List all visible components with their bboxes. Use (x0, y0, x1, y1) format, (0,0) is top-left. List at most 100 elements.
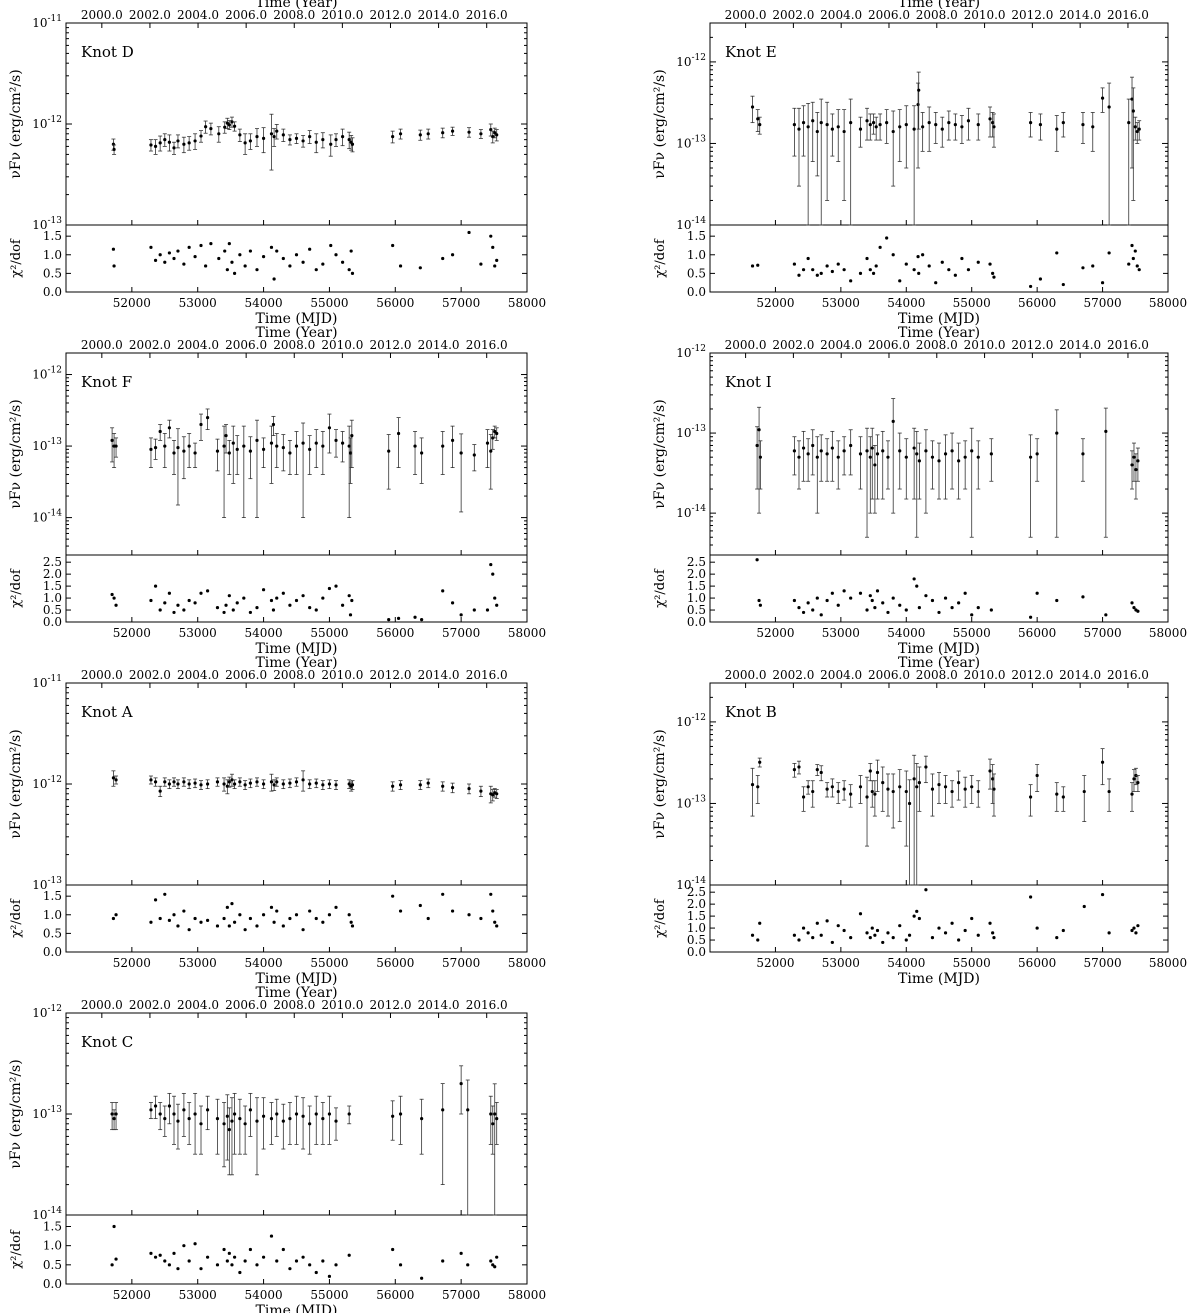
flux-point (1035, 452, 1039, 456)
chi-point (347, 594, 351, 598)
year-tick-label: 2002.0 (129, 338, 171, 352)
chi-point (1100, 281, 1105, 285)
chi-point (870, 926, 874, 930)
flux-point (426, 132, 430, 136)
chi-point (870, 598, 874, 603)
flux-point (227, 451, 231, 455)
chi-point (205, 589, 210, 593)
year-tick-label: 2000.0 (81, 338, 123, 352)
flux-point (849, 443, 853, 448)
flux-point (199, 1122, 203, 1126)
chi-frame (65, 224, 528, 293)
chi-point (248, 610, 252, 615)
x-tick-label: 58000 (1149, 296, 1187, 310)
flux-point (182, 1108, 186, 1112)
chi-point (255, 924, 259, 928)
flux-point (865, 119, 869, 123)
chi-point (327, 586, 332, 591)
top-axis-label: Time (Year) (898, 325, 980, 341)
chi-point (750, 264, 755, 268)
flux-point (224, 434, 228, 438)
year-tick-label: 2014.0 (1059, 668, 1101, 682)
chi-axis-label: χ²/dof (9, 1229, 24, 1269)
top-axis-label: Time (Year) (898, 655, 980, 671)
chi-tick-label: 1.0 (43, 1239, 62, 1253)
flux-point (1061, 121, 1065, 125)
chi-point (114, 603, 118, 607)
flux-point (1132, 777, 1136, 781)
flux-point (334, 138, 338, 142)
chi-point (314, 268, 318, 272)
flux-point (205, 1108, 210, 1112)
chi-point (943, 931, 948, 935)
chi-point (187, 928, 191, 932)
chart-panel: 52000 53000 54000 55000 56000 57000 58000 2000.… (652, 0, 1187, 327)
chi-tick-label: 0.0 (43, 615, 62, 629)
flux-point (110, 438, 114, 443)
flux-point (806, 452, 810, 456)
flux-point (420, 451, 424, 455)
chi-point (1131, 256, 1135, 261)
chi-point (163, 1259, 167, 1263)
chi-point (441, 892, 445, 896)
flux-point (158, 789, 162, 793)
flux-point (199, 422, 203, 427)
flux-point (1055, 127, 1059, 131)
chi-point (755, 558, 759, 562)
chi-tick-label: 0.0 (687, 615, 706, 629)
flux-axis-label: νFν (erg/cm²/s) (652, 69, 668, 178)
flux-point (756, 117, 760, 121)
flux-point (193, 139, 197, 143)
chi-point (806, 256, 810, 261)
flux-point (830, 785, 834, 789)
x-tick-label: 55000 (310, 1288, 348, 1302)
top-axis-label: Time (Year) (898, 0, 980, 11)
chi-point (167, 591, 171, 595)
flux-point (275, 129, 279, 133)
chi-point (1130, 601, 1134, 605)
chi-axis-label: χ²/dof (9, 238, 24, 278)
year-tick-label: 2006.0 (225, 338, 267, 352)
chi-tick-label: 1.5 (43, 1220, 62, 1234)
chi-point (916, 255, 920, 259)
year-tick-label: 2016.0 (1107, 338, 1149, 352)
chi-point (158, 253, 162, 257)
year-tick-label: 2008.0 (273, 338, 315, 352)
chi-point (172, 610, 176, 615)
x-tick-label: 54000 (244, 626, 282, 640)
chi-point (255, 268, 259, 272)
flux-point (479, 132, 483, 136)
flux-point (1055, 792, 1059, 796)
chi-tick-label: 2.5 (687, 885, 706, 899)
flux-point (819, 449, 823, 453)
chi-point (937, 610, 941, 615)
flux-point (756, 785, 760, 789)
flux-point (450, 786, 455, 790)
flux-point (970, 785, 974, 789)
chi-point (836, 603, 840, 607)
chi-point (281, 591, 285, 595)
flux-point (1130, 463, 1134, 467)
flux-point (193, 451, 197, 455)
x-tick-label: 52000 (113, 956, 151, 970)
flux-point (301, 778, 305, 782)
bottom-axis-label: Time (MJD) (898, 311, 980, 327)
chi-point (301, 594, 305, 598)
flux-point (391, 135, 395, 139)
chi-point (976, 933, 980, 937)
flux-point (441, 1108, 445, 1112)
chi-point (199, 243, 203, 248)
x-tick-label: 52000 (756, 626, 794, 640)
chi-point (321, 596, 325, 600)
flux-tick-label: 10-11 (32, 674, 62, 690)
flux-point (327, 426, 332, 430)
year-tick-label: 2010.0 (964, 338, 1006, 352)
x-tick-label: 52000 (113, 1288, 151, 1302)
chi-point (750, 933, 755, 937)
chi-point (230, 1263, 234, 1267)
flux-tick-label: 10-12 (32, 1004, 62, 1020)
chi-point (495, 603, 499, 607)
chi-point (387, 618, 391, 622)
flux-point (329, 142, 333, 146)
chi-axis-label: χ²/dof (9, 568, 24, 608)
